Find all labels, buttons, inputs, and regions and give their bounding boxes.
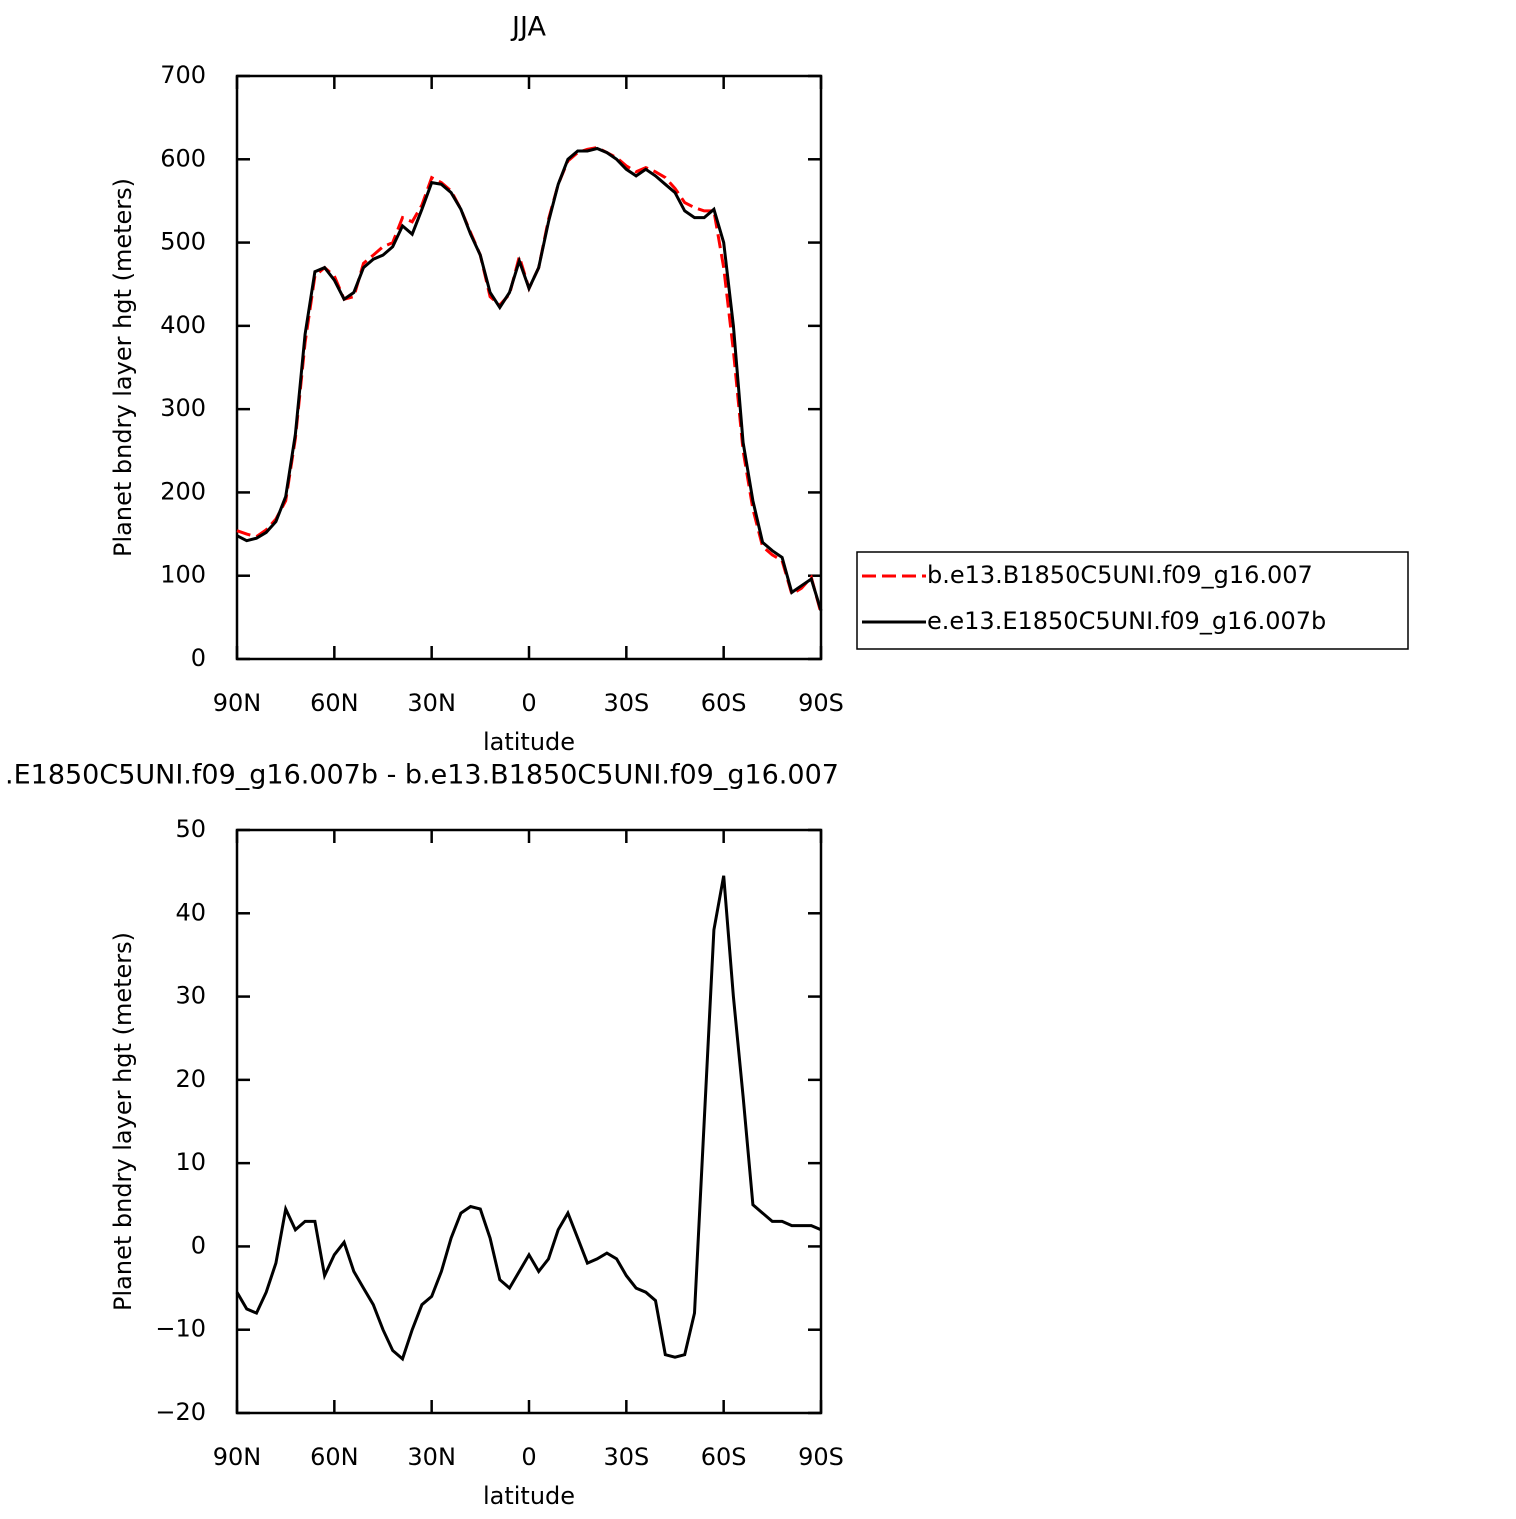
y-tick-label: 200 [160,477,206,505]
y-tick-label: 700 [160,61,206,89]
legend-box [856,551,1409,650]
x-tick-label: 0 [521,689,536,717]
y-tick-label: 600 [160,144,206,172]
data-line [235,875,822,1362]
x-tick-label: 90S [798,1443,844,1471]
x-tick-label: 30S [603,1443,649,1471]
x-axis-label: latitude [483,1482,575,1510]
legend-label: e.e13.E1850C5UNI.f09_g16.007b [927,607,1326,635]
x-tick-label: 30S [603,689,649,717]
x-tick-label: 90S [798,689,844,717]
legend-label: b.e13.B1850C5UNI.f09_g16.007 [927,561,1313,589]
y-tick-label: 100 [160,561,206,589]
y-axis-label: Planet bndry layer hgt (meters) [109,932,137,1311]
y-tick-label: 300 [160,394,206,422]
plot-frame [235,74,823,661]
data-line [236,146,823,612]
x-axis-label: latitude [483,728,575,756]
y-tick-label: 500 [160,228,206,256]
x-tick-label: 60S [701,689,747,717]
chart-title: JJA [510,12,546,43]
plot-frame [235,828,823,1415]
y-tick-label: −20 [155,1398,206,1426]
y-tick-label: 10 [175,1148,206,1176]
y-tick-label: 40 [175,898,206,926]
y-tick-label: 0 [191,644,206,672]
y-tick-label: 20 [175,1065,206,1093]
x-tick-label: 60N [310,1443,359,1471]
x-tick-label: 30N [407,1443,456,1471]
y-tick-label: 400 [160,311,206,339]
x-tick-label: 0 [521,1443,536,1471]
x-tick-label: 90N [213,689,262,717]
y-tick-label: 0 [191,1231,206,1259]
y-tick-label: −10 [155,1315,206,1343]
chart-title: .E1850C5UNI.f09_g16.007b - b.e13.B1850C5… [5,760,839,791]
x-tick-label: 90N [213,1443,262,1471]
x-tick-label: 60S [701,1443,747,1471]
x-tick-label: 30N [407,689,456,717]
y-tick-label: 30 [175,982,206,1010]
x-tick-label: 60N [310,689,359,717]
y-axis-label: Planet bndry layer hgt (meters) [109,178,137,557]
data-line [236,146,823,614]
y-tick-label: 50 [175,815,206,843]
